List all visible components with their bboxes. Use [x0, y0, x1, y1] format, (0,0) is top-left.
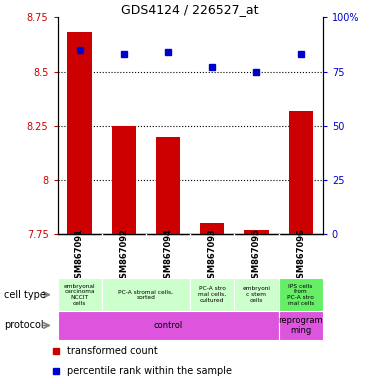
- Title: GDS4124 / 226527_at: GDS4124 / 226527_at: [121, 3, 259, 16]
- Bar: [112, 126, 136, 234]
- Bar: [279, 311, 323, 340]
- Text: cell type: cell type: [4, 290, 46, 300]
- Text: embryoni
c stem
cells: embryoni c stem cells: [243, 286, 270, 303]
- Text: GSM867095: GSM867095: [252, 228, 261, 284]
- Bar: [156, 137, 180, 234]
- Text: PC-A stromal cells,
sorted: PC-A stromal cells, sorted: [118, 289, 173, 300]
- Text: IPS cells
from
PC-A stro
mal cells: IPS cells from PC-A stro mal cells: [287, 283, 314, 306]
- Text: GSM867093: GSM867093: [208, 228, 217, 284]
- Text: PC-A stro
mal cells,
cultured: PC-A stro mal cells, cultured: [198, 286, 226, 303]
- Text: GSM867091: GSM867091: [75, 228, 84, 284]
- Bar: [289, 111, 313, 234]
- Bar: [102, 278, 190, 311]
- Text: GSM867094: GSM867094: [164, 228, 173, 284]
- Text: percentile rank within the sample: percentile rank within the sample: [67, 366, 232, 376]
- Text: protocol: protocol: [4, 320, 43, 331]
- Bar: [244, 230, 269, 234]
- Bar: [68, 33, 92, 234]
- Text: control: control: [153, 321, 183, 330]
- Text: transformed count: transformed count: [67, 346, 158, 356]
- Bar: [234, 278, 279, 311]
- Bar: [279, 278, 323, 311]
- Bar: [58, 278, 102, 311]
- Bar: [58, 311, 279, 340]
- Bar: [200, 223, 224, 234]
- Text: embryonal
carcinoma
NCCIT
cells: embryonal carcinoma NCCIT cells: [64, 283, 95, 306]
- Text: GSM867096: GSM867096: [296, 228, 305, 284]
- Bar: [190, 278, 234, 311]
- Text: GSM867092: GSM867092: [119, 228, 128, 284]
- Text: reprogram
ming: reprogram ming: [278, 316, 323, 335]
